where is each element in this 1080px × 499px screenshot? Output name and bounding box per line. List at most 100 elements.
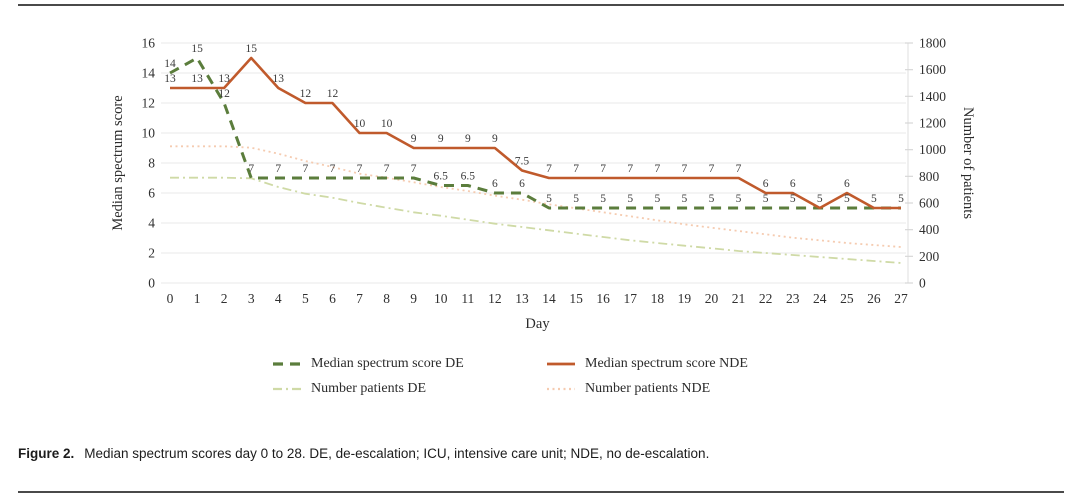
x-axis-tick-label: 19 [678,291,692,306]
data-label-median-spectrum-score-nde: 7 [682,163,688,175]
x-axis-tick-label: 13 [515,291,529,306]
data-label-median-spectrum-score-de: 5 [736,193,742,205]
right-axis-tick-label: 1800 [919,36,946,51]
top-rule [18,4,1064,6]
left-axis-tick-label: 14 [142,66,156,81]
x-axis-tick-label: 21 [732,291,746,306]
left-axis-tick-label: 16 [142,36,156,51]
right-axis-title: Number of patients [960,107,976,219]
right-axis-tick-label: 800 [919,169,940,184]
series-line-number-patients-de [170,176,902,264]
x-axis-tick-label: 0 [167,291,174,306]
left-axis-tick-label: 8 [148,156,155,171]
right-axis-tick-label: 1600 [919,62,946,77]
data-label-median-spectrum-score-nde: 7 [736,163,742,175]
right-axis-tick-label: 1400 [919,89,946,104]
bottom-rule [18,491,1064,493]
data-label-median-spectrum-score-nde: 7.5 [515,156,530,168]
data-label-median-spectrum-score-de: 5 [682,193,688,205]
x-axis-tick-label: 27 [894,291,908,306]
left-axis-title: Median spectrum score [110,95,126,230]
data-label-median-spectrum-score-de: 5 [898,193,904,205]
left-axis-tick-label: 12 [142,96,156,111]
legend-item-patients-nde: Number patients NDE [546,381,808,397]
x-axis-tick-label: 5 [302,291,309,306]
left-axis-tick-label: 6 [148,186,155,201]
data-label-median-spectrum-score-nde: 13 [218,73,230,85]
legend-item-median-nde: Median spectrum score NDE [546,356,808,372]
data-label-median-spectrum-score-de: 5 [790,193,796,205]
data-label-median-spectrum-score-de: 7 [330,163,336,175]
right-axis-tick-label: 400 [919,222,940,237]
data-label-median-spectrum-score-de: 5 [817,193,823,205]
data-label-median-spectrum-score-de: 5 [871,193,877,205]
x-axis-tick-label: 16 [596,291,610,306]
series-line-median-spectrum-score-nde [170,56,901,210]
chart-legend: Median spectrum score DE Median spectrum… [0,356,1080,397]
legend-marker-dashdot-lightgreen-icon [273,387,301,391]
data-label-median-spectrum-score-de: 7 [248,163,254,175]
right-axis-tick-label: 0 [919,276,926,291]
legend-item-patients-de: Number patients DE [272,381,504,397]
data-label-median-spectrum-score-nde: 7 [573,163,579,175]
data-label-median-spectrum-score-de: 12 [218,88,230,100]
left-axis-tick-label: 2 [148,246,155,261]
x-axis-title: Day [525,316,550,332]
data-label-median-spectrum-score-de: 5 [627,193,633,205]
legend-label-median-nde: Median spectrum score NDE [585,356,748,371]
legend-marker-dashed-green-icon [273,362,301,366]
legend-label-patients-de: Number patients DE [311,381,427,396]
data-label-median-spectrum-score-nde: 7 [600,163,606,175]
data-label-median-spectrum-score-de: 5 [600,193,606,205]
data-label-median-spectrum-score-de: 7 [411,163,417,175]
left-axis-tick-label: 10 [142,126,156,141]
data-label-median-spectrum-score-de: 5 [709,193,715,205]
data-label-median-spectrum-score-nde: 12 [300,88,312,100]
series-line-median-spectrum-score-de [169,56,901,210]
x-axis-tick-label: 22 [759,291,773,306]
left-axis-tick-label: 0 [148,276,155,291]
data-label-median-spectrum-score-de: 7 [302,163,308,175]
x-axis-tick-label: 11 [461,291,474,306]
figure-caption: Figure 2. Median spectrum scores day 0 to… [18,445,1048,463]
data-label-median-spectrum-score-de: 7 [275,163,281,175]
data-label-median-spectrum-score-de: 5 [763,193,769,205]
right-axis-tick-label: 200 [919,249,940,264]
x-axis-tick-label: 23 [786,291,800,306]
figure-caption-text: Median spectrum scores day 0 to 28. DE, … [84,446,710,461]
left-axis-tick-label: 4 [148,216,155,231]
data-label-median-spectrum-score-nde: 9 [411,133,417,145]
legend-label-median-de: Median spectrum score DE [311,356,464,371]
legend-marker-dotted-pink-icon [547,387,575,391]
x-axis-tick-label: 25 [840,291,854,306]
data-label-median-spectrum-score-nde: 7 [709,163,715,175]
x-axis-tick-label: 9 [410,291,417,306]
data-label-median-spectrum-score-de: 5 [546,193,552,205]
data-label-median-spectrum-score-nde: 15 [245,43,257,55]
x-axis-tick-label: 2 [221,291,228,306]
data-label-median-spectrum-score-nde: 6 [844,178,850,190]
data-label-median-spectrum-score-de: 6 [519,178,525,190]
data-label-median-spectrum-score-nde: 6 [763,178,769,190]
data-label-median-spectrum-score-nde: 13 [164,73,176,85]
series-line-number-patients-nde [170,145,902,248]
data-label-median-spectrum-score-nde: 9 [438,133,444,145]
data-label-median-spectrum-score-nde: 13 [191,73,203,85]
x-axis-tick-label: 10 [434,291,448,306]
x-axis-tick-label: 18 [651,291,665,306]
data-label-median-spectrum-score-nde: 10 [381,118,393,130]
data-label-median-spectrum-score-nde: 7 [627,163,633,175]
x-axis-tick-label: 7 [356,291,363,306]
chart-svg: 0246810121416020040060080010001200140016… [110,36,976,333]
data-label-median-spectrum-score-nde: 12 [327,88,339,100]
data-label-median-spectrum-score-de: 5 [573,193,579,205]
x-axis-tick-label: 20 [705,291,719,306]
x-axis-tick-label: 3 [248,291,255,306]
data-label-median-spectrum-score-nde: 13 [273,73,285,85]
legend-item-median-de: Median spectrum score DE [272,356,504,372]
x-axis-tick-label: 26 [867,291,881,306]
x-axis-tick-label: 12 [488,291,502,306]
legend-label-patients-nde: Number patients NDE [585,381,711,396]
x-axis-tick-label: 17 [624,291,638,306]
